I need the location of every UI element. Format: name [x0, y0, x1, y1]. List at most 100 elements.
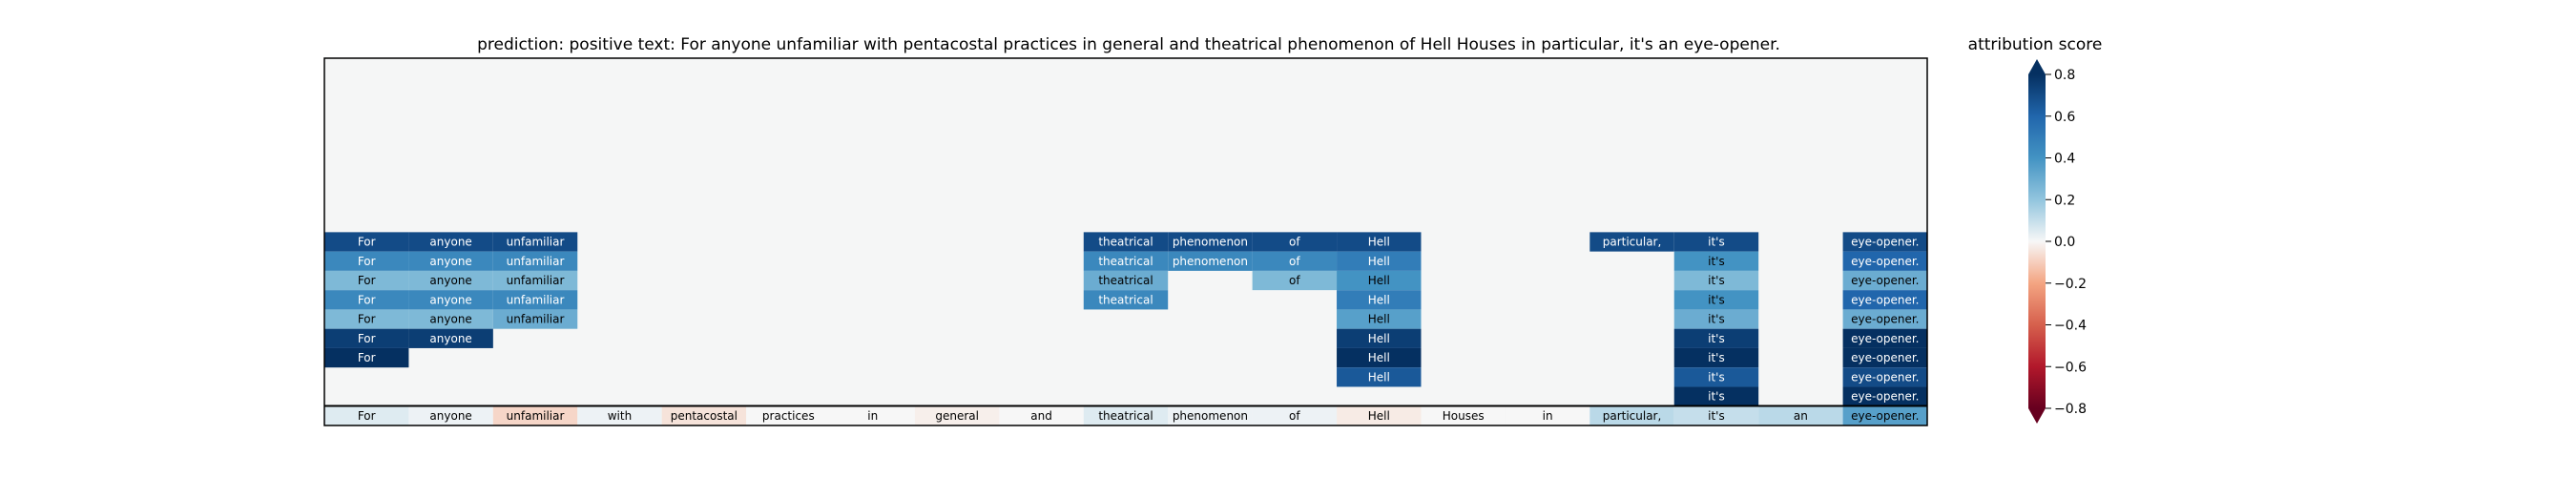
heatmap-cell: [1337, 405, 1422, 425]
heatmap-cell: [1673, 347, 1759, 368]
colorbar-lower-extension: [2028, 408, 2046, 424]
token-label: eye-opener.: [1851, 370, 1919, 384]
token-label: eye-opener.: [1851, 236, 1919, 249]
heatmap-cell: [1337, 232, 1422, 252]
token-label: For: [358, 351, 376, 364]
token-label: it's: [1708, 390, 1725, 404]
token-label: Hell: [1368, 313, 1390, 326]
heatmap-cell: [408, 405, 493, 425]
colorbar-upper-extension: [2028, 59, 2046, 74]
token-label: it's: [1708, 293, 1725, 306]
token-label: eye-opener.: [1851, 313, 1919, 326]
heatmap-cell: [324, 251, 409, 271]
token-label: it's: [1708, 351, 1725, 364]
heatmap-cell: [492, 270, 578, 291]
token-label: and: [1030, 409, 1052, 423]
heatmap-cell: [324, 405, 409, 425]
heatmap-cell: [1673, 232, 1759, 252]
heatmap-cell: [492, 251, 578, 271]
heatmap-cell: [1252, 270, 1338, 291]
heatmap-cell: [1252, 405, 1338, 425]
token-label: For: [358, 293, 376, 306]
token-label: Hell: [1368, 370, 1390, 384]
heatmap-cell: [492, 232, 578, 252]
heatmap-cell: [1252, 251, 1338, 271]
token-label: of: [1289, 409, 1300, 423]
token-label: of: [1289, 255, 1300, 268]
heatmap-cell: [1337, 251, 1422, 271]
heatmap-cell: [1842, 386, 1927, 406]
token-label: practices: [762, 409, 815, 423]
heatmap-cell: [1083, 251, 1169, 271]
colorbar-tick-label: 0.8: [2054, 68, 2075, 83]
heatmap-cell: [746, 405, 831, 425]
token-label: anyone: [429, 255, 471, 268]
heatmap-cell: [492, 309, 578, 329]
token-label: anyone: [429, 293, 471, 306]
heatmap-cell: [1842, 309, 1927, 329]
token-label: eye-opener.: [1851, 409, 1919, 423]
colorbar-tick-label: −0.4: [2054, 319, 2087, 334]
heatmap-cell: [1842, 328, 1927, 348]
heatmap-cell: [1337, 309, 1422, 329]
token-label: eye-opener.: [1851, 274, 1919, 287]
token-label: anyone: [429, 274, 471, 287]
chart-title: prediction: positive text: For anyone un…: [477, 35, 1780, 54]
token-label: For: [358, 313, 376, 326]
heatmap-cell: [492, 405, 578, 425]
heatmap-cell: [1083, 405, 1169, 425]
token-label: eye-opener.: [1851, 255, 1919, 268]
heatmap-cell: [1337, 290, 1422, 310]
token-label: phenomenon: [1173, 236, 1248, 249]
colorbar-tick-label: −0.6: [2054, 360, 2087, 375]
heatmap-cell: [1083, 290, 1169, 310]
heatmap-cell: [324, 290, 409, 310]
heatmap-cell: [1083, 232, 1169, 252]
heatmap-cell: [830, 405, 915, 425]
heatmap-cell: [1252, 232, 1338, 252]
colorbar-tick-label: 0.0: [2054, 235, 2075, 250]
token-label: eye-opener.: [1851, 390, 1919, 404]
token-label: unfamiliar: [507, 409, 565, 423]
heatmap-cell: [1673, 405, 1759, 425]
token-label: it's: [1708, 313, 1725, 326]
heatmap-cell: [1673, 251, 1759, 271]
token-label: Hell: [1368, 332, 1390, 345]
colorbar-tick-label: 0.4: [2054, 152, 2075, 167]
token-label: Hell: [1368, 409, 1390, 423]
heatmap-cell: [1673, 386, 1759, 406]
heatmap-cell: [1168, 405, 1253, 425]
heatmap-cell: [324, 270, 409, 291]
heatmap-cell: [1842, 232, 1927, 252]
colorbar-tick-label: 0.6: [2054, 110, 2075, 125]
token-label: Hell: [1368, 293, 1390, 306]
token-label: it's: [1708, 332, 1725, 345]
heatmap-cell: [1168, 251, 1253, 271]
token-label: unfamiliar: [507, 293, 565, 306]
token-label: pentacostal: [671, 409, 737, 423]
token-label: Hell: [1368, 236, 1390, 249]
token-label: eye-opener.: [1851, 351, 1919, 364]
heatmap-frame: [323, 57, 1928, 426]
token-label: particular,: [1603, 236, 1662, 249]
colorbar-tick-label: 0.2: [2054, 193, 2075, 208]
heatmap-cell: [1337, 347, 1422, 368]
heatmap-cell: [577, 405, 662, 425]
token-label: For: [358, 255, 376, 268]
heatmap-cell: [1589, 232, 1674, 252]
token-label: it's: [1708, 255, 1725, 268]
token-label: it's: [1708, 409, 1725, 423]
token-label: unfamiliar: [507, 255, 565, 268]
token-label: anyone: [429, 313, 471, 326]
heatmap-cell: [1168, 232, 1253, 252]
token-label: Houses: [1443, 409, 1485, 423]
token-label: it's: [1708, 236, 1725, 249]
colorbar-gradient: [2028, 74, 2046, 408]
heatmap-cell: [408, 309, 493, 329]
token-label: For: [358, 274, 376, 287]
heatmap-cell: [324, 328, 409, 348]
heatmap-cell: [1842, 405, 1927, 425]
heatmap-cell: [1589, 405, 1674, 425]
heatmap-cell: [492, 290, 578, 310]
